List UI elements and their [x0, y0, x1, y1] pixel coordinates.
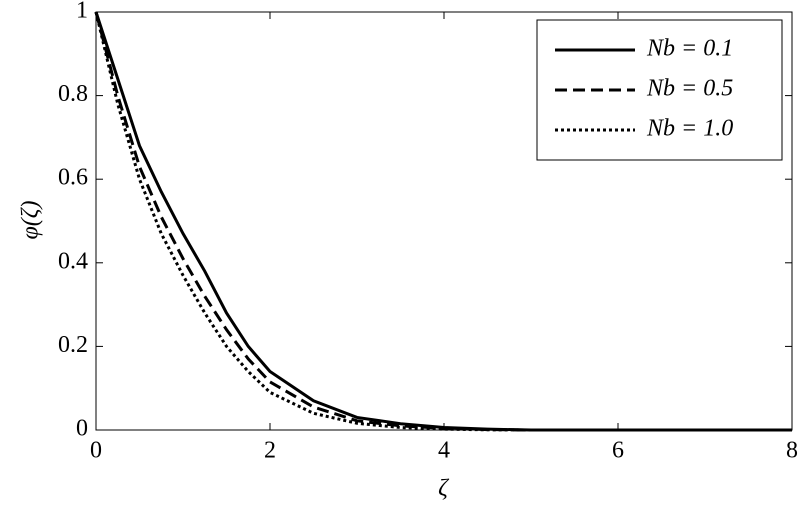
- y-tick-label: 0: [76, 416, 88, 442]
- legend-text: Nb = 0.1: [646, 36, 733, 62]
- legend-text: Nb = 0.5: [646, 76, 733, 102]
- y-tick-label: 0.8: [58, 81, 88, 107]
- x-tick-label: 6: [612, 438, 624, 464]
- x-axis-label: ζ: [438, 476, 450, 502]
- x-tick-label: 4: [438, 438, 450, 464]
- line-series: [94, 11, 792, 432]
- y-tick-label: 0.2: [58, 332, 88, 358]
- legend-text: Nb = 1.0: [646, 116, 733, 142]
- x-tick-label: 8: [786, 438, 798, 464]
- y-tick-label: 0.6: [58, 165, 88, 191]
- x-tick-label: 0: [90, 438, 102, 464]
- y-tick-label: 1: [76, 0, 88, 24]
- y-axis-label: φ(ζ): [18, 201, 44, 240]
- y-tick-label: 0.4: [58, 248, 88, 274]
- line-series: [94, 11, 792, 432]
- x-tick-label: 2: [264, 438, 276, 464]
